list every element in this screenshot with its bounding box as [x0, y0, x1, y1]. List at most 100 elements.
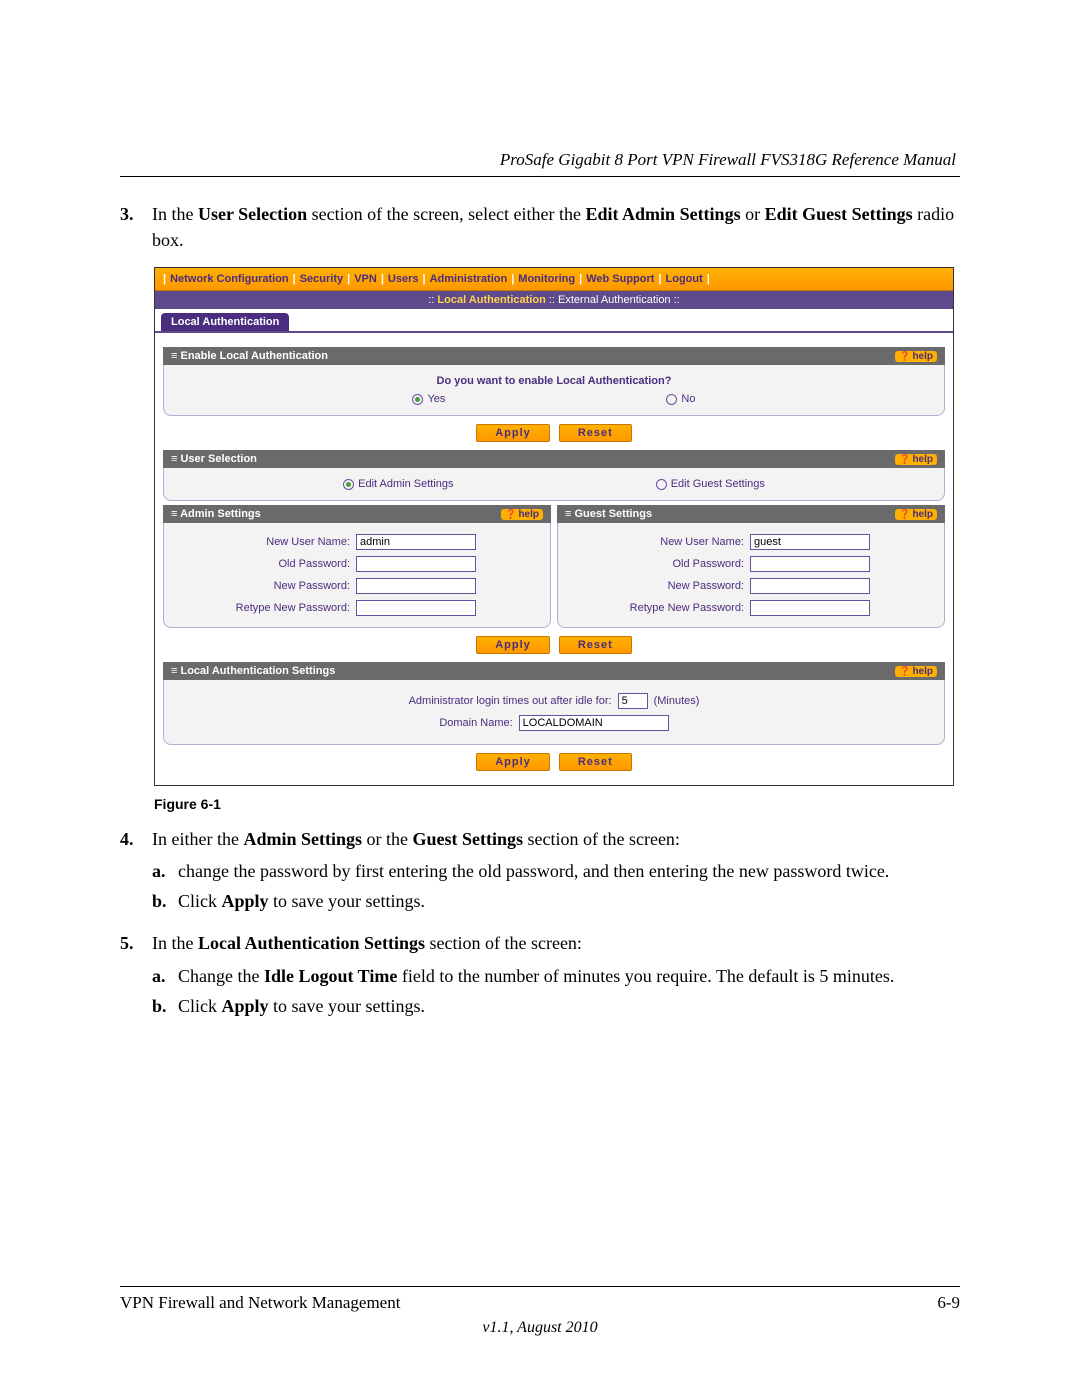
subnav-local-auth[interactable]: Local Authentication: [437, 294, 545, 306]
step-5b-bold: Apply: [222, 996, 269, 1016]
radio-yes-label: Yes: [427, 393, 445, 405]
nav-web-support[interactable]: Web Support: [586, 273, 654, 285]
admin-username-input[interactable]: [356, 534, 476, 550]
nav-users[interactable]: Users: [388, 273, 419, 285]
footer-page-number: 6-9: [937, 1293, 960, 1313]
nav-network-configuration[interactable]: Network Configuration: [170, 273, 289, 285]
guest-oldpass-input[interactable]: [750, 556, 870, 572]
step-5a-bold: Idle Logout Time: [264, 966, 397, 986]
admin-oldpass-input[interactable]: [356, 556, 476, 572]
doc-title: ProSafe Gigabit 8 Port VPN Firewall FVS3…: [120, 150, 960, 170]
guest-oldpass-label: Old Password:: [672, 558, 744, 570]
idle-logout-label: Administrator login times out after idle…: [409, 695, 612, 707]
guest-newpass-label: New Password:: [668, 580, 744, 592]
radio-no-label: No: [681, 393, 695, 405]
radio-admin-label: Edit Admin Settings: [358, 478, 453, 490]
section-guest-title: Guest Settings: [565, 508, 652, 520]
subnav-suffix: ::: [671, 294, 680, 306]
apply-button[interactable]: Apply: [476, 753, 550, 771]
step-4: 4. In either the Admin Settings or the G…: [120, 826, 960, 918]
footer-version: v1.1, August 2010: [120, 1319, 960, 1337]
radio-enable-yes[interactable]: Yes: [412, 393, 445, 405]
step-5b: b. Click Apply to save your settings.: [152, 993, 960, 1019]
radio-guest-label: Edit Guest Settings: [671, 478, 765, 490]
guest-retype-label: Retype New Password:: [630, 602, 744, 614]
step-4-text-2: or the: [367, 829, 413, 849]
nav-security[interactable]: Security: [300, 273, 343, 285]
screenshot-figure: | Network Configuration| Security| VPN| …: [154, 267, 954, 786]
section-user-title: User Selection: [171, 453, 257, 465]
step-5-bold-1: Local Authentication Settings: [198, 933, 425, 953]
step-4a-text: change the password by first entering th…: [178, 858, 889, 884]
radio-edit-admin[interactable]: Edit Admin Settings: [343, 478, 453, 490]
guest-newpass-input[interactable]: [750, 578, 870, 594]
step-5-text-1: In the: [152, 933, 198, 953]
guest-username-label: New User Name:: [660, 536, 744, 548]
nav-sep: |: [163, 273, 166, 285]
guest-retype-input[interactable]: [750, 600, 870, 616]
admin-retype-label: Retype New Password:: [236, 602, 350, 614]
radio-dot-icon: [656, 479, 667, 490]
step-4b-post: to save your settings.: [273, 891, 425, 911]
figure-caption: Figure 6-1: [154, 796, 960, 812]
step-3-bold-1: User Selection: [198, 204, 307, 224]
nav-monitoring[interactable]: Monitoring: [518, 273, 575, 285]
nav-administration[interactable]: Administration: [430, 273, 508, 285]
step-4-text-1: In either the: [152, 829, 243, 849]
radio-enable-no[interactable]: No: [666, 393, 695, 405]
step-5a-post: field to the number of minutes you requi…: [402, 966, 895, 986]
step-4-bold-1: Admin Settings: [243, 829, 362, 849]
step-5b-post: to save your settings.: [273, 996, 425, 1016]
admin-retype-input[interactable]: [356, 600, 476, 616]
step-4b: b. Click Apply to save your settings.: [152, 888, 960, 914]
radio-dot-icon: [343, 479, 354, 490]
page-footer: VPN Firewall and Network Management 6-9 …: [120, 1286, 960, 1337]
tab-row: Local Authentication: [155, 309, 953, 333]
section-user-selection: User Selection help Edit Admin Settings …: [163, 450, 945, 501]
step-5a-number: a.: [152, 963, 178, 989]
step-3-text-3: or: [745, 204, 765, 224]
step-5a-pre: Change the: [178, 966, 264, 986]
radio-dot-icon: [412, 394, 423, 405]
nav-logout[interactable]: Logout: [666, 273, 703, 285]
top-nav: | Network Configuration| Security| VPN| …: [155, 268, 953, 291]
help-link-local[interactable]: help: [895, 666, 937, 677]
step-5-number: 5.: [120, 930, 152, 1022]
apply-button[interactable]: Apply: [476, 636, 550, 654]
nav-vpn[interactable]: VPN: [354, 273, 377, 285]
reset-button[interactable]: Reset: [559, 753, 632, 771]
apply-button[interactable]: Apply: [476, 424, 550, 442]
domain-name-input[interactable]: [519, 715, 669, 731]
help-link-enable[interactable]: help: [895, 351, 937, 362]
help-link-admin[interactable]: help: [501, 509, 543, 520]
subnav-external-auth[interactable]: External Authentication: [558, 294, 671, 306]
reset-button[interactable]: Reset: [559, 636, 632, 654]
footer-rule: [120, 1286, 960, 1287]
help-link-guest[interactable]: help: [895, 509, 937, 520]
step-4a: a. change the password by first entering…: [152, 858, 960, 884]
section-admin-title: Admin Settings: [171, 508, 261, 520]
step-4b-number: b.: [152, 888, 178, 914]
subnav-sep: ::: [546, 294, 558, 306]
step-3-bold-2: Edit Admin Settings: [586, 204, 741, 224]
tab-local-authentication[interactable]: Local Authentication: [161, 313, 289, 331]
step-3-text-2: section of the screen, select either the: [312, 204, 586, 224]
radio-edit-guest[interactable]: Edit Guest Settings: [656, 478, 765, 490]
step-5a: a. Change the Idle Logout Time field to …: [152, 963, 960, 989]
step-5b-number: b.: [152, 993, 178, 1019]
guest-username-input[interactable]: [750, 534, 870, 550]
enable-question: Do you want to enable Local Authenticati…: [182, 375, 926, 387]
step-4b-pre: Click: [178, 891, 222, 911]
idle-logout-input[interactable]: [618, 693, 648, 709]
help-link-user[interactable]: help: [895, 454, 937, 465]
reset-button[interactable]: Reset: [559, 424, 632, 442]
step-5-text-2: section of the screen:: [430, 933, 582, 953]
section-local-title: Local Authentication Settings: [171, 665, 335, 677]
admin-username-label: New User Name:: [266, 536, 350, 548]
admin-newpass-input[interactable]: [356, 578, 476, 594]
step-4a-number: a.: [152, 858, 178, 884]
section-admin-settings: Admin Settings help New User Name: Old P…: [163, 505, 551, 628]
step-3-text-1: In the: [152, 204, 198, 224]
header-rule: [120, 176, 960, 177]
radio-dot-icon: [666, 394, 677, 405]
